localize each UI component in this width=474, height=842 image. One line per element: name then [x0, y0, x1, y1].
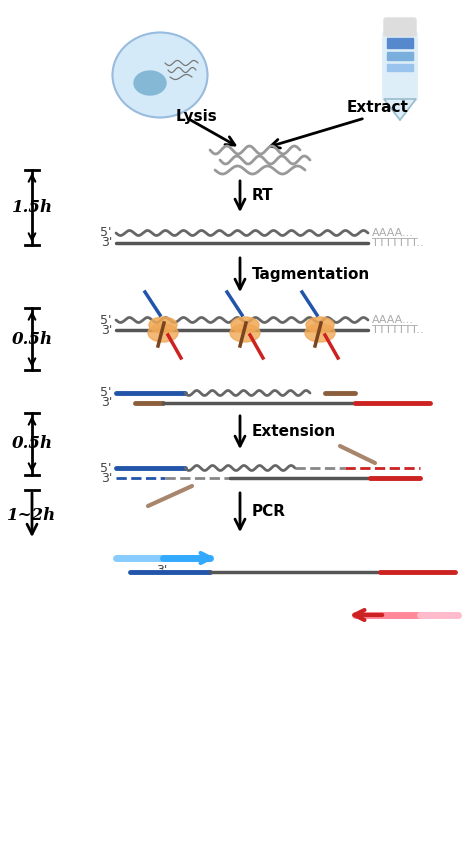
Ellipse shape: [231, 317, 259, 333]
FancyBboxPatch shape: [384, 18, 416, 36]
Text: 5': 5': [100, 313, 112, 327]
Ellipse shape: [306, 317, 334, 333]
Ellipse shape: [112, 33, 208, 118]
Text: Lysis: Lysis: [176, 109, 218, 124]
Text: Extension: Extension: [252, 424, 336, 440]
Text: 5': 5': [100, 226, 112, 239]
Bar: [387, 64, 413, 71]
Polygon shape: [384, 99, 416, 120]
Text: 5': 5': [100, 461, 112, 475]
Bar: [387, 38, 413, 48]
Ellipse shape: [305, 324, 335, 342]
Text: TTTTTTT..: TTTTTTT..: [372, 238, 424, 248]
Text: AAAA...: AAAA...: [372, 228, 414, 238]
Text: RT: RT: [252, 189, 273, 204]
Text: Extract: Extract: [347, 100, 409, 115]
Text: Tagmentation: Tagmentation: [252, 268, 370, 283]
Text: TTTTTTT..: TTTTTTT..: [372, 325, 424, 335]
Text: 3': 3': [100, 237, 112, 249]
Text: AAAA...: AAAA...: [372, 315, 414, 325]
Bar: [387, 52, 413, 60]
Text: 3': 3': [100, 323, 112, 337]
Text: 5': 5': [100, 386, 112, 399]
FancyBboxPatch shape: [383, 33, 417, 100]
Text: 3': 3': [156, 563, 168, 577]
Ellipse shape: [230, 324, 260, 342]
Text: 0.5h: 0.5h: [11, 331, 53, 348]
Text: 0.5h: 0.5h: [11, 435, 53, 452]
Text: PCR: PCR: [252, 504, 286, 520]
Ellipse shape: [149, 317, 177, 333]
Ellipse shape: [148, 324, 178, 342]
Ellipse shape: [134, 71, 166, 95]
Text: 3': 3': [100, 472, 112, 484]
Text: 1.5h: 1.5h: [11, 199, 53, 216]
Text: 1~2h: 1~2h: [8, 507, 56, 524]
Text: 3': 3': [100, 397, 112, 409]
